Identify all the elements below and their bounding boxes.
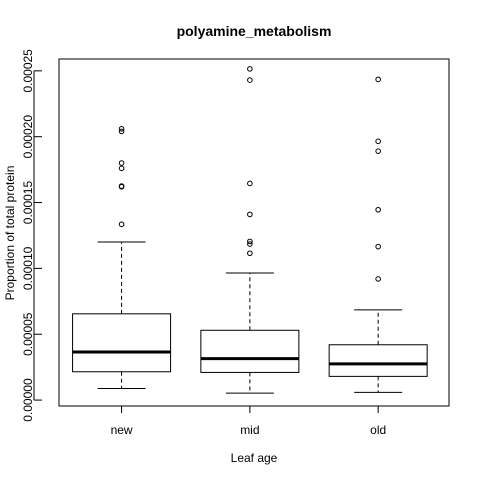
x-tick-label: old bbox=[370, 423, 386, 437]
y-tick-label: 0.00015 bbox=[21, 181, 35, 225]
outlier-point bbox=[375, 276, 381, 282]
iqr-box bbox=[328, 344, 428, 377]
outlier-point bbox=[118, 221, 125, 228]
y-tick-label: 0.00010 bbox=[21, 246, 35, 290]
outlier-point bbox=[118, 125, 125, 132]
outlier-point bbox=[247, 180, 253, 187]
x-tick-label: mid bbox=[240, 423, 259, 437]
outlier-point bbox=[375, 76, 381, 83]
outlier-point bbox=[247, 211, 253, 218]
iqr-box bbox=[200, 329, 300, 373]
outlier-point bbox=[247, 241, 253, 247]
y-tick-label: 0.00000 bbox=[21, 378, 35, 422]
x-axis: new mid old bbox=[111, 405, 386, 437]
outlier-point bbox=[247, 77, 253, 83]
y-axis-label: Proportion of total protein bbox=[3, 166, 17, 301]
box-mid bbox=[200, 66, 300, 394]
outlier-point bbox=[118, 128, 125, 135]
y-axis: 0.00000 0.00005 0.00010 0.00015 0.00020 0.000… bbox=[21, 49, 42, 422]
outlier-point bbox=[375, 243, 381, 250]
x-tick-label: new bbox=[111, 423, 133, 437]
outlier-point bbox=[247, 238, 253, 245]
boxes-layer bbox=[72, 66, 428, 394]
outlier-point bbox=[118, 160, 125, 166]
outlier-point bbox=[247, 250, 253, 257]
y-tick-label: 0.00005 bbox=[21, 312, 35, 356]
outlier-point bbox=[375, 206, 381, 213]
y-tick-label: 0.00020 bbox=[21, 115, 35, 159]
chart-title: polyamine_metabolism bbox=[177, 23, 332, 39]
outlier-point bbox=[375, 148, 381, 154]
box-old bbox=[328, 76, 428, 393]
iqr-box bbox=[72, 313, 172, 373]
y-tick-label: 0.00025 bbox=[21, 49, 35, 93]
box-new bbox=[72, 125, 172, 389]
outlier-point bbox=[118, 165, 125, 172]
outlier-point bbox=[118, 183, 125, 189]
outlier-point bbox=[375, 138, 381, 145]
outlier-point bbox=[247, 66, 253, 72]
x-axis-label: Leaf age bbox=[231, 451, 278, 465]
